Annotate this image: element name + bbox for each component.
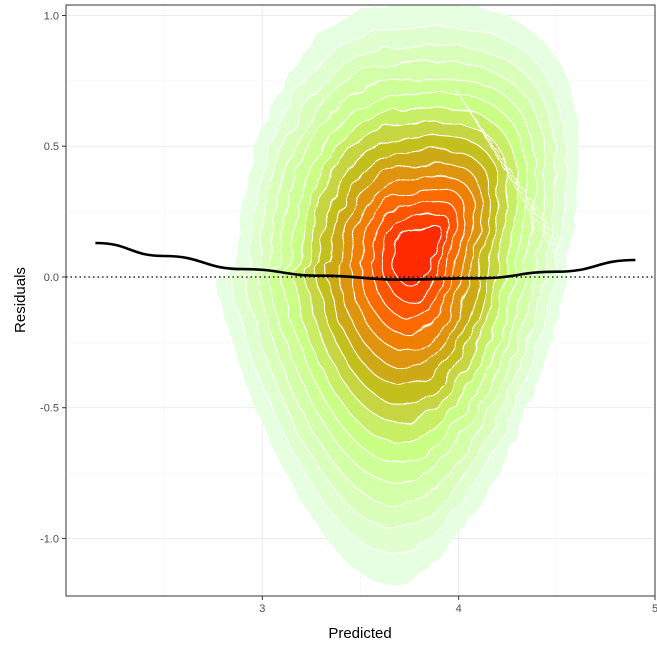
trend-line bbox=[95, 241, 636, 281]
y-axis-title: Residuals bbox=[12, 267, 29, 333]
y-tick-label: 1.0 bbox=[44, 10, 59, 22]
density-bands bbox=[215, 5, 579, 585]
ridge-contour-4 bbox=[470, 112, 573, 284]
density-band-15 bbox=[392, 225, 442, 287]
y-tick-label: 0.5 bbox=[44, 141, 59, 153]
y-tick-label: -1.0 bbox=[40, 533, 59, 545]
x-axis-title: Predicted bbox=[328, 625, 391, 642]
trend-layer bbox=[95, 241, 636, 281]
x-tick-label: 5 bbox=[652, 603, 657, 615]
density-contours bbox=[215, 5, 581, 585]
y-tick-label: 0.0 bbox=[44, 272, 59, 284]
ridge-contour-0 bbox=[454, 88, 581, 273]
y-axis: 1.0 0.5 0.0 -0.5 -1.0 bbox=[40, 10, 66, 545]
panel-border bbox=[65, 4, 656, 597]
ridge-contour-3 bbox=[466, 106, 575, 281]
x-tick-label: 3 bbox=[259, 603, 265, 615]
x-tick-label: 4 bbox=[456, 603, 462, 615]
y-tick-label: -0.5 bbox=[40, 403, 59, 415]
x-axis: 3 4 5 bbox=[259, 596, 657, 615]
density-ridge bbox=[454, 88, 581, 284]
